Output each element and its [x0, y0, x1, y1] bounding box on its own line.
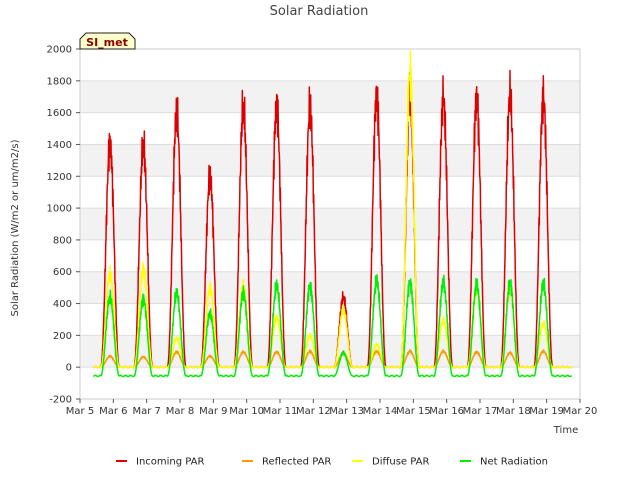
- y-axis: -200 0 200 400 600 800 1000 1200 1400 1600 1800 200…: [47, 45, 80, 406]
- legend-label: Incoming PAR: [136, 457, 205, 468]
- legend-item: Incoming PAR: [116, 457, 205, 468]
- y-tick-label: 1200: [47, 172, 72, 183]
- plot-band: [80, 239, 580, 272]
- plot-band: [80, 271, 580, 304]
- y-tick-label: 1400: [47, 140, 72, 151]
- plot-band: [80, 208, 580, 240]
- plot-band: [80, 335, 580, 368]
- x-tick-label: Mar 12: [296, 406, 331, 417]
- series-layer: [92, 50, 573, 378]
- plot-bands: [80, 49, 580, 399]
- x-tick-label: Mar 19: [529, 406, 564, 417]
- x-tick-label: Mar 18: [496, 406, 531, 417]
- legend: Incoming PAR Reflected PAR Diffuse PAR Net …: [116, 457, 548, 468]
- legend-item: Diffuse PAR: [352, 457, 429, 468]
- legend-label: Net Radiation: [480, 457, 548, 468]
- plot-band: [80, 80, 580, 113]
- site-label-box: SI_met: [79, 32, 136, 50]
- x-tick-label: Mar 8: [166, 406, 194, 417]
- plot-band: [80, 144, 580, 177]
- plot-band: [80, 367, 580, 399]
- y-tick-label: 200: [53, 331, 72, 342]
- x-tick-label: Mar 6: [99, 406, 127, 417]
- legend-label: Diffuse PAR: [372, 457, 429, 468]
- x-tick-label: Mar 16: [429, 406, 464, 417]
- y-tick-label: 1000: [47, 204, 72, 215]
- x-tick-label: Mar 20: [563, 406, 598, 417]
- plot-band: [80, 303, 580, 336]
- series-line-diffuse-par: [92, 50, 573, 369]
- y-tick-label: -200: [49, 395, 72, 406]
- y-tick-label: 800: [53, 235, 72, 246]
- y-axis-label: Solar Radiation (W/m2 or um/m2/s): [10, 139, 21, 316]
- y-tick-label: 2000: [47, 45, 72, 56]
- plot-band: [80, 176, 580, 209]
- x-tick-label: Mar 5: [66, 406, 94, 417]
- x-tick-label: Mar 14: [363, 406, 398, 417]
- x-tick-label: Mar 15: [396, 406, 431, 417]
- series-line-net-radiation: [92, 274, 573, 378]
- legend-item: Reflected PAR: [242, 457, 331, 468]
- plot-band: [80, 112, 580, 145]
- plot-frame: [79, 48, 581, 400]
- chart-title: Solar Radiation: [270, 4, 369, 19]
- x-tick-label: Mar 7: [132, 406, 160, 417]
- x-tick-label: Mar 10: [229, 406, 264, 417]
- y-tick-label: 1600: [47, 108, 72, 119]
- legend-label: Reflected PAR: [262, 457, 331, 468]
- y-tick-label: 600: [53, 267, 72, 278]
- x-tick-label: Mar 17: [463, 406, 498, 417]
- x-tick-label: Mar 11: [263, 406, 298, 417]
- site-label: SI_met: [86, 36, 128, 49]
- y-tick-label: 400: [53, 299, 72, 310]
- y-tick-label: 1800: [47, 76, 72, 87]
- x-tick-label: Mar 9: [199, 406, 227, 417]
- y-tick-label: 0: [66, 363, 72, 374]
- x-tick-label: Mar 13: [329, 406, 364, 417]
- plot-band: [80, 49, 580, 81]
- x-axis-label: Time: [553, 425, 578, 436]
- legend-item: Net Radiation: [460, 457, 548, 468]
